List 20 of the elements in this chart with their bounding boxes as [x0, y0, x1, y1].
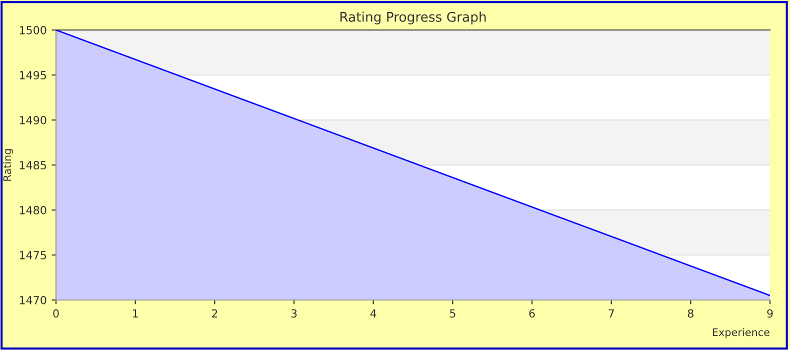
x-tick-label: 0: [53, 309, 59, 318]
y-tick-label: 1480: [20, 206, 46, 214]
x-tick-label: 8: [688, 309, 694, 318]
y-tick-label: 1495: [20, 70, 46, 80]
y-tick-label: 1475: [20, 251, 46, 260]
x-tick-label: 5: [450, 309, 456, 318]
x-tick-label: 3: [291, 309, 297, 318]
y-axis-title: Rating: [3, 149, 14, 181]
y-tick-label: 1470: [20, 296, 46, 304]
x-tick-label: 9: [767, 309, 773, 318]
y-tick-label: 1485: [20, 160, 46, 170]
y-tick-label: 1490: [20, 116, 46, 124]
chart-title: Rating Progress Graph: [340, 12, 486, 24]
x-tick-label: 6: [529, 309, 535, 318]
x-axis-title: Experience: [712, 328, 770, 338]
x-tick-label: 1: [133, 309, 138, 318]
x-tick-label: 7: [608, 309, 614, 318]
x-tick-label: 4: [370, 309, 376, 318]
x-tick-label: 2: [212, 309, 218, 318]
y-tick-label: 1500: [20, 26, 46, 34]
